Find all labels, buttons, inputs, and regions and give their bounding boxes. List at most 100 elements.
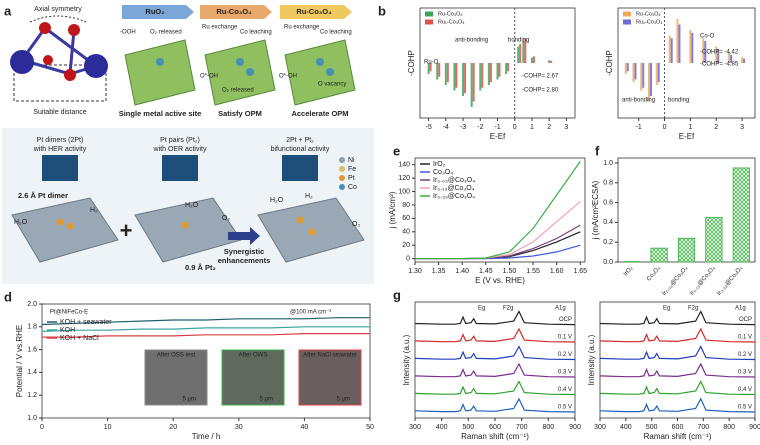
x-tick-label: -2 [477,124,483,131]
x-tick-label: 900 [749,424,760,431]
y-tick-label: 0 [406,255,410,262]
atom [43,55,53,65]
x-tick-label: 300 [409,424,421,431]
series-label: OCP [739,317,752,323]
bar [705,217,723,263]
sem-image [144,349,208,406]
atom [156,58,164,66]
legend-label: Pt [348,175,355,182]
legend-label: Co [348,184,357,191]
plot-frame [41,303,371,419]
atom [56,218,64,226]
stage-name: Ru-Co₃O₄ [296,7,332,16]
bar [732,167,750,263]
legend-label: KOH [60,327,75,334]
annotation: bonding [508,38,529,44]
annotation: F2g [503,306,513,312]
plot-frame [414,301,576,419]
scheme-text: Axial symmetry [34,6,82,13]
x-tick-label: 1.65 [573,268,587,275]
stage-subtitle: bifunctional activity [271,146,330,153]
scheme-note: O₂ [222,215,230,222]
x-tick-label: Ir₀.₃₃@Co₃O₄ [716,265,744,297]
x-axis-label: Raman shift (cm⁻¹) [644,432,712,441]
stage-title: 2Pt + Pt₂ [286,137,314,144]
series-line [414,397,576,413]
y-tick-label: 2.0 [27,301,37,308]
x-axis-label: E (V vs. RHE) [475,276,525,285]
scale-bar: 5 μm [260,397,273,403]
annotation: Eg [478,306,485,312]
lattice [124,39,196,106]
atom [296,216,304,224]
x-tick-label: 1.50 [503,268,517,275]
atom [68,24,80,36]
legend-swatch [425,11,433,17]
scheme-note: H₂O [270,197,284,204]
x-tick-label: 700 [516,424,528,431]
legend-label: KOH + NaCl [60,335,99,342]
x-tick-label: 800 [542,424,554,431]
x-tick-label: Co₃O₄ [646,265,662,282]
scheme-note: O*-OH [279,74,297,80]
y-tick-label: 60 [402,215,410,222]
x-tick-label: 0 [513,124,517,131]
atom [64,69,76,81]
scheme-note: O₂ released [222,88,254,94]
x-tick-label: 0 [40,424,44,431]
legend-label: Ru-Co₃O₄ [636,11,661,17]
x-tick-label: 1 [688,124,692,131]
scheme-note: O₂ [352,221,360,228]
stage-arrow [200,5,272,19]
frame [13,64,107,102]
x-tick-label: 3 [740,124,744,131]
insets: After OSS test After OWS After NaCl seaw… [144,349,362,406]
series-line [415,161,581,260]
y-tick-label: 0.2 [603,239,613,246]
series-label: 0.3 V [738,370,752,376]
atom [10,50,34,74]
scheme-note: H₂ [90,207,98,214]
y-tick-label: 20 [402,242,410,249]
series-line [599,310,756,326]
stage-subtitle: with OER activity [153,146,207,153]
plot-frame [617,7,756,119]
x-tick-label: 1.45 [479,268,493,275]
series-line [41,326,370,332]
atom [181,221,189,229]
inset [282,155,318,181]
stage-subtitle: with HER activity [33,146,87,153]
scheme-note: H₂O [185,202,199,209]
bond [68,29,76,75]
y-tick-label: 1.2 [27,392,37,399]
scale-bar: 5 μm [337,397,350,403]
annotation: -COHP= -4.85 [700,62,739,68]
panel-label: g [393,287,401,302]
scheme-note: 0.9 Å Pt₂ [185,263,216,272]
slab [11,197,119,263]
atom [316,58,324,66]
x-tick-label: 800 [723,424,735,431]
stage-arrow [122,5,194,19]
atom [308,228,316,236]
x-tick-label: 20 [169,424,177,431]
scheme-note: Co leaching [240,30,272,36]
series-label: 0.4 V [738,387,752,393]
scheme-note: -OOH [120,30,136,36]
y-tick-label: 0.4 [603,219,613,226]
plus: + [120,218,133,243]
stage-arrow [280,5,352,19]
scheme-note: H₂ [305,193,313,200]
series-line [414,327,576,343]
legend-label: KOH + seawater [60,319,112,326]
y-axis-label: j (mA/cm²) [388,191,397,229]
series-line [599,327,756,343]
legend-label: Ru₁-Co₃O₄ [636,19,663,25]
y-axis-label: -COHP [605,50,614,76]
x-tick-label: 700 [697,424,709,431]
panel-label: b [378,3,386,18]
x-tick-label: -1 [636,124,642,131]
series-line [599,362,756,378]
x-tick-label: 600 [672,424,684,431]
legend-label: Ir₀.₀₃@Co₃O₄ [433,177,475,184]
